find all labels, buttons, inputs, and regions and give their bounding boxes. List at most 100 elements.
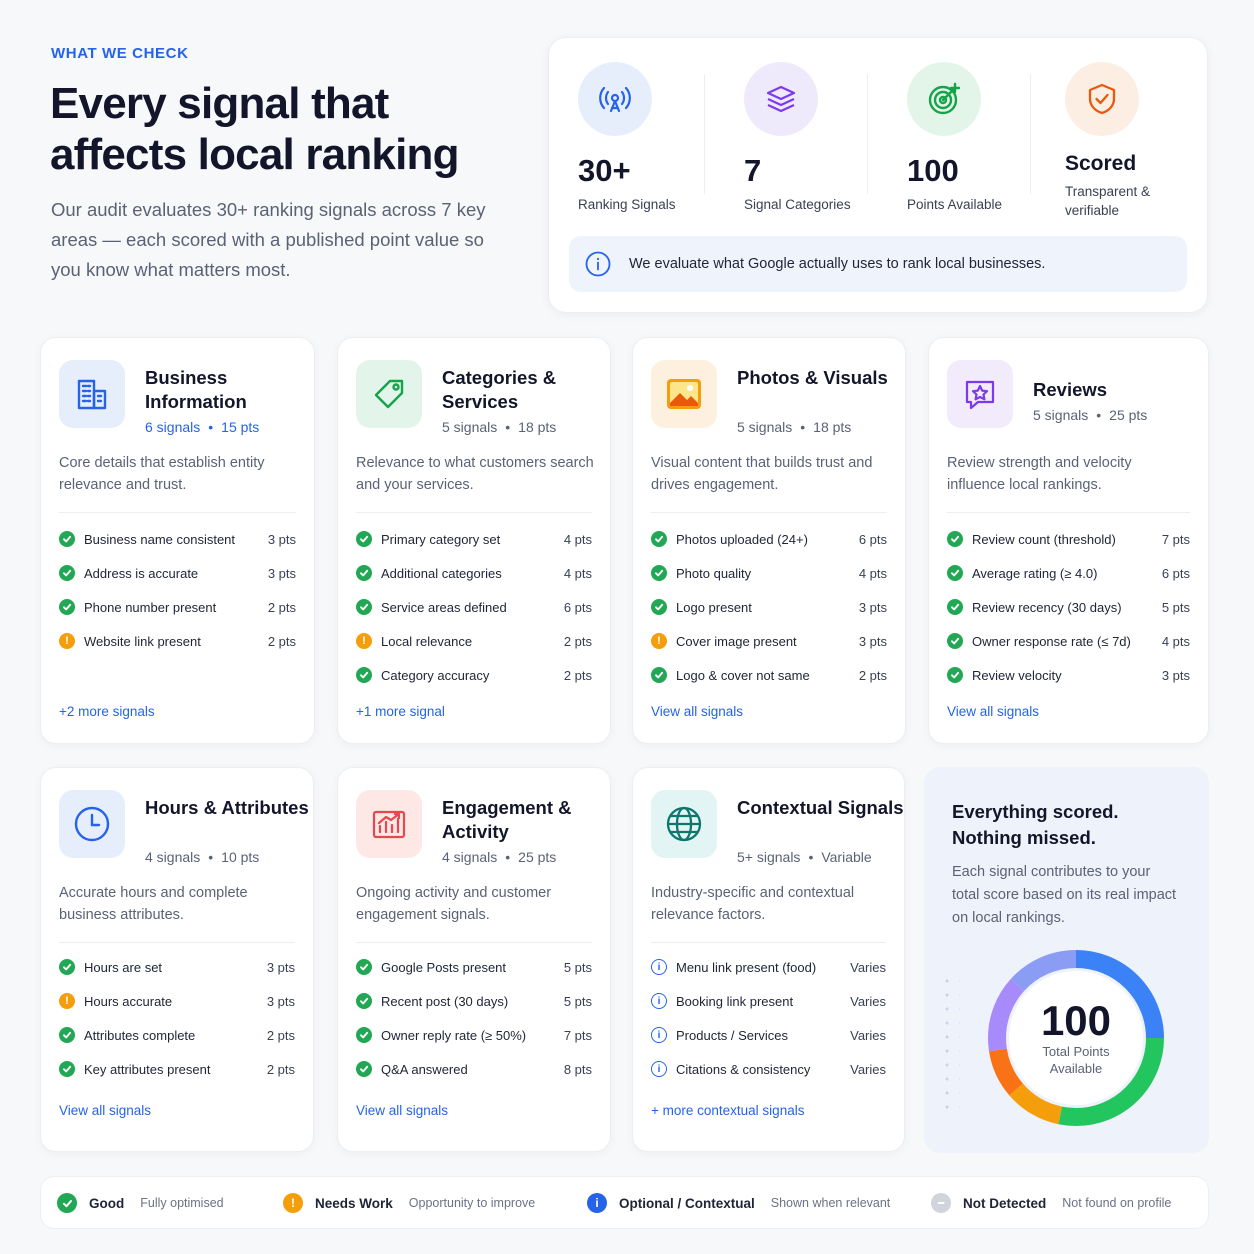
check-icon — [951, 671, 960, 679]
separator-dot: • — [505, 849, 511, 865]
status-good-icon — [356, 531, 372, 547]
signal-row: Attributes complete 2 pts — [59, 1024, 295, 1046]
check-icon — [360, 569, 369, 577]
separator-dot: • — [808, 849, 814, 865]
signal-name: Citations & consistency — [676, 1061, 811, 1077]
signal-row: Category accuracy 2 pts — [356, 664, 592, 686]
card-meta: 5 signals • 18 pts — [737, 419, 851, 435]
check-icon — [63, 535, 72, 543]
star-review-icon — [947, 360, 1013, 428]
signal-row: Recent post (30 days) 5 pts — [356, 990, 592, 1012]
status-good-icon — [59, 531, 75, 547]
total-points-label: Total Points Available — [1042, 1044, 1110, 1076]
card-meta: 4 signals • 25 pts — [442, 849, 556, 865]
signal-name: Website link present — [84, 633, 201, 649]
signal-row: Address is accurate 3 pts — [59, 562, 296, 584]
signal-points: 2 pts — [563, 633, 592, 649]
status-good-icon — [356, 993, 372, 1009]
status-info-icon: i — [651, 1061, 667, 1077]
signal-name: Photos uploaded (24+) — [676, 531, 808, 547]
card-title: Contextual Signals — [737, 797, 904, 818]
divider — [356, 942, 592, 943]
status-good-icon — [947, 531, 963, 547]
stat-value: 7 — [744, 153, 762, 188]
signal-name: Cover image present — [676, 633, 797, 649]
divider — [651, 512, 887, 513]
legend-item-needs-work: ! Needs Work Opportunity to improve — [283, 1193, 535, 1213]
signal-name: Recent post (30 days) — [381, 993, 509, 1009]
stat-value: 30+ — [578, 153, 631, 188]
status-good-icon — [356, 667, 372, 683]
signal-row: ! Hours accurate 3 pts — [59, 990, 295, 1012]
signal-points: 3 pts — [266, 959, 295, 975]
signal-name: Q&A answered — [381, 1061, 468, 1077]
card-description: Industry-specific and contextual relevan… — [651, 885, 855, 923]
signal-row: ! Cover image present 3 pts — [651, 630, 887, 652]
signal-count: 5 signals — [442, 419, 498, 435]
check-icon — [360, 963, 369, 971]
summary-heading: Everything scored. Nothing missed. — [952, 801, 1119, 848]
signal-row: Phone number present 2 pts — [59, 596, 296, 618]
signal-row: i Citations & consistency Varies — [651, 1058, 886, 1080]
signal-points: 2 pts — [267, 633, 296, 649]
legend-name: Needs Work — [315, 1195, 393, 1211]
point-total: 18 pts — [813, 419, 852, 435]
check-icon — [63, 603, 72, 611]
view-more-link[interactable]: +2 more signals — [59, 704, 155, 719]
signal-points: Varies — [850, 1027, 886, 1043]
card-title: Engagement & Activity — [442, 797, 572, 842]
point-total: 25 pts — [1109, 407, 1148, 423]
category-card: Contextual Signals 5+ signals • Variable Ind… — [632, 767, 905, 1152]
check-icon — [951, 569, 960, 577]
signal-points: 2 pts — [266, 1061, 295, 1077]
separator-dot: • — [208, 419, 214, 435]
legend-desc: Fully optimised — [140, 1196, 224, 1210]
signal-points: 5 pts — [563, 959, 592, 975]
signal-row: Q&A answered 8 pts — [356, 1058, 592, 1080]
layers-icon — [744, 62, 818, 136]
view-more-link[interactable]: View all signals — [59, 1103, 152, 1118]
target-icon — [907, 62, 981, 136]
signal-count: 5 signals — [737, 419, 793, 435]
category-card: Business Information 6 signals • 15 pts Core… — [40, 337, 315, 744]
separator-dot: • — [800, 419, 806, 435]
eyebrow-label: WHAT WE CHECK — [51, 45, 189, 62]
stat-label: Transparent & verifiable — [1065, 184, 1151, 218]
info-icon: i — [587, 1193, 607, 1213]
signal-points: 3 pts — [267, 565, 296, 581]
status-good-icon — [59, 565, 75, 581]
signal-points: 2 pts — [266, 1027, 295, 1043]
category-card: Categories & Services 5 signals • 18 pts Rel… — [337, 337, 611, 744]
signal-points: 4 pts — [563, 531, 592, 547]
clock-icon — [59, 790, 125, 858]
view-more-link[interactable]: View all signals — [947, 704, 1040, 719]
signal-points: Varies — [850, 993, 886, 1009]
status-good-icon — [947, 667, 963, 683]
stat-points-available: 100 Points Available — [907, 62, 1067, 214]
signal-row: Review velocity 3 pts — [947, 664, 1190, 686]
legend-item-not-detected: Not Detected Not found on profile — [931, 1193, 1171, 1213]
minus-icon — [931, 1193, 951, 1213]
check-icon — [655, 671, 664, 679]
signal-row: i Booking link present Varies — [651, 990, 886, 1012]
signal-points: 5 pts — [563, 993, 592, 1009]
view-more-link[interactable]: +1 more signal — [356, 704, 445, 719]
signal-row: Owner reply rate (≥ 50%) 7 pts — [356, 1024, 592, 1046]
signal-row: Additional categories 4 pts — [356, 562, 592, 584]
info-note: We evaluate what Google actually uses to… — [569, 236, 1187, 292]
status-good-icon — [356, 565, 372, 581]
divider — [356, 512, 592, 513]
signal-row: i Products / Services Varies — [651, 1024, 886, 1046]
info-note-text: We evaluate what Google actually uses to… — [629, 256, 1046, 272]
signal-row: ! Local relevance 2 pts — [356, 630, 592, 652]
signal-count: 4 signals — [145, 849, 201, 865]
view-more-link[interactable]: View all signals — [651, 704, 744, 719]
signal-name: Review recency (30 days) — [972, 599, 1122, 615]
card-description: Ongoing activity and customer engagement… — [356, 885, 552, 923]
status-good-icon — [356, 599, 372, 615]
view-more-link[interactable]: + more contextual signals — [651, 1103, 805, 1118]
signal-points: 2 pts — [267, 599, 296, 615]
signal-name: Key attributes present — [84, 1061, 211, 1077]
view-more-link[interactable]: View all signals — [356, 1103, 449, 1118]
legend-name: Optional / Contextual — [619, 1195, 755, 1211]
